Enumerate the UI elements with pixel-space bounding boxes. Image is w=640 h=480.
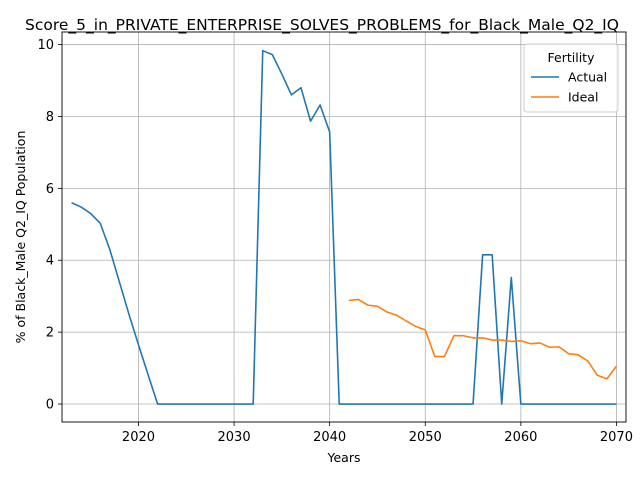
chart-title: Score_5_in_PRIVATE_ENTERPRISE_SOLVES_PRO… bbox=[25, 16, 619, 35]
x-tick-label: 2020 bbox=[122, 430, 155, 445]
y-tick-label: 4 bbox=[46, 254, 54, 269]
legend-label-actual: Actual bbox=[568, 70, 607, 85]
legend-label-ideal: Ideal bbox=[568, 90, 598, 105]
legend-title: Fertility bbox=[548, 50, 596, 65]
plot-frame bbox=[61, 31, 627, 423]
x-axis-label: Years bbox=[327, 450, 361, 465]
x-tick-label: 2050 bbox=[409, 430, 442, 445]
x-tick-label: 2040 bbox=[313, 430, 346, 445]
y-axis-ticks: 0 2 4 6 8 10 bbox=[37, 38, 62, 413]
y-tick-label: 2 bbox=[46, 326, 54, 341]
x-axis-ticks: 2020 2030 2040 2050 2060 2070 bbox=[122, 422, 633, 445]
y-tick-label: 8 bbox=[46, 110, 54, 125]
y-tick-label: 6 bbox=[46, 182, 54, 197]
series-line-ideal bbox=[348, 298, 618, 380]
x-tick-label: 2030 bbox=[218, 430, 251, 445]
y-axis-label: % of Black_Male Q2_IQ Population bbox=[13, 131, 28, 344]
series-line-actual bbox=[71, 49, 617, 405]
legend: Fertility Actual Ideal bbox=[523, 43, 619, 113]
x-tick-label: 2060 bbox=[504, 430, 537, 445]
y-tick-label: 10 bbox=[37, 38, 54, 53]
y-tick-label: 0 bbox=[46, 398, 54, 413]
x-tick-label: 2070 bbox=[600, 430, 633, 445]
legend-box bbox=[523, 43, 619, 113]
grid-lines bbox=[62, 32, 626, 422]
series-layer bbox=[71, 49, 618, 405]
